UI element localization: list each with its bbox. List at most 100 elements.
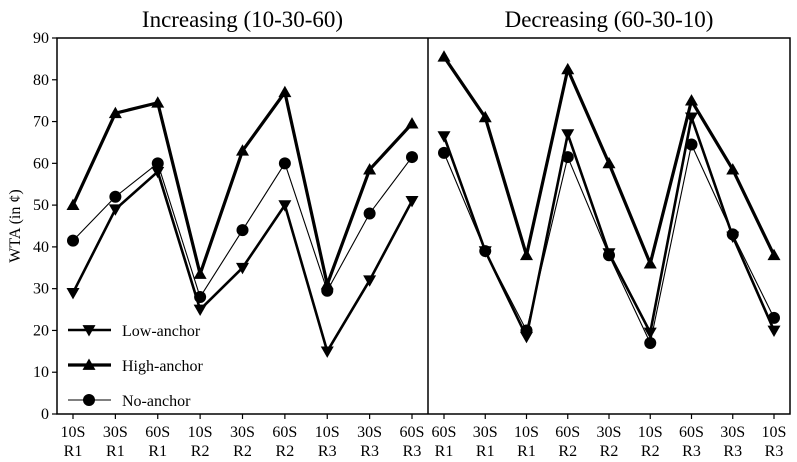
marker-triangle-down	[405, 196, 419, 208]
x-tick-label: 30S	[103, 424, 128, 441]
marker-triangle-down	[236, 262, 249, 275]
y-tick-label: 80	[33, 72, 49, 89]
x-tick-label: 10S	[514, 424, 539, 441]
marker-triangle-up	[278, 85, 292, 98]
y-tick-label: 60	[33, 155, 49, 172]
x-tick-label-round: R2	[641, 443, 660, 460]
marker-triangle-down	[478, 246, 492, 258]
x-tick-label: 10S	[188, 424, 213, 441]
marker-triangle-up	[685, 94, 698, 106]
marker-circle	[406, 151, 418, 164]
marker-triangle-up	[363, 163, 377, 175]
x-tick-label: 60S	[679, 424, 704, 441]
y-tick-label: 40	[33, 239, 49, 256]
x-tick-label-round: R1	[476, 443, 495, 460]
marker-circle	[685, 138, 698, 151]
marker-triangle-down	[82, 325, 96, 337]
marker-triangle-up	[561, 62, 575, 75]
x-tick-label-round: R2	[191, 443, 210, 460]
x-tick-label: 10S	[762, 424, 787, 441]
x-tick-label: 60S	[272, 424, 297, 441]
x-tick-label: 60S	[555, 424, 580, 441]
marker-triangle-up	[437, 50, 451, 62]
marker-triangle-down	[561, 129, 575, 141]
marker-triangle-up	[478, 110, 492, 123]
marker-triangle-down	[726, 231, 740, 243]
x-tick-label: 30S	[357, 424, 382, 441]
plot-layer: 0 10 20 30 40 50 60 70 80 90 Increasing (10-30-60)…	[33, 7, 791, 460]
y-tick-label: 20	[33, 322, 49, 339]
marker-triangle-up	[405, 117, 419, 129]
x-tick-label: 10S	[61, 424, 86, 441]
legend-label: High-anchor	[122, 358, 204, 375]
marker-triangle-up	[320, 277, 334, 290]
marker-circle	[438, 146, 450, 159]
marker-circle	[83, 394, 95, 406]
x-tick-label-round: R2	[600, 443, 619, 460]
marker-triangle-down	[66, 287, 80, 300]
marker-triangle-up	[602, 156, 616, 169]
x-tick-label-round: R2	[558, 443, 577, 460]
marker-triangle-down	[363, 275, 377, 287]
y-tick-label: 0	[41, 406, 49, 423]
marker-triangle-down	[767, 325, 781, 337]
y-tick-label: 30	[33, 281, 49, 298]
marker-circle	[67, 234, 79, 247]
marker-triangle-up	[726, 163, 740, 175]
plot-frame	[56, 37, 791, 415]
y-tick-label: 50	[33, 197, 49, 214]
series-line-no-anchor	[443, 143, 775, 344]
x-tick-label-round: R3	[403, 443, 422, 460]
legend: Low-anchor High-anchor No-anchor	[68, 323, 204, 410]
x-tick-label-round: R3	[318, 443, 337, 460]
x-tick-label-round: R1	[148, 443, 167, 460]
x-tick-label: 30S	[230, 424, 255, 441]
legend-label: Low-anchor	[122, 323, 201, 340]
marker-triangle-up	[767, 248, 781, 261]
marker-circle	[236, 224, 249, 237]
y-axis-label: WTA (in ¢)	[7, 189, 24, 262]
marker-triangle-down	[151, 166, 165, 179]
x-tick-label: 60S	[400, 424, 425, 441]
marker-triangle-down	[320, 346, 334, 358]
marker-triangle-up	[151, 96, 165, 108]
legend-label: No-anchor	[122, 393, 191, 410]
marker-circle	[278, 157, 291, 170]
marker-triangle-down	[520, 331, 533, 344]
marker-triangle-up	[193, 267, 207, 279]
marker-circle	[363, 207, 376, 220]
y-tick-label: 70	[33, 114, 49, 131]
marker-circle	[644, 336, 657, 349]
x-tick-label-round: R3	[360, 443, 379, 460]
panel-title: Decreasing (60-30-10)	[505, 7, 714, 32]
marker-triangle-up	[82, 358, 96, 370]
x-tick-label-round: R1	[517, 443, 536, 460]
x-tick-label-round: R1	[435, 443, 454, 460]
marker-circle	[151, 157, 164, 170]
panel-title: Increasing (10-30-60)	[142, 7, 343, 32]
marker-triangle-down	[278, 200, 292, 212]
marker-triangle-up	[520, 248, 533, 261]
x-tick-label: 30S	[720, 424, 745, 441]
x-tick-label-round: R1	[106, 443, 125, 460]
y-tick-label: 90	[33, 30, 49, 47]
x-tick-label-round: R2	[233, 443, 252, 460]
marker-triangle-up	[236, 144, 249, 156]
y-tick-label: 10	[33, 364, 49, 381]
marker-triangle-up	[108, 106, 122, 119]
x-tick-label-round: R3	[723, 443, 742, 460]
x-tick-label: 30S	[473, 424, 498, 441]
marker-triangle-down	[643, 327, 657, 340]
marker-triangle-up	[66, 198, 80, 210]
x-tick-label: 10S	[315, 424, 340, 441]
x-tick-label-round: R3	[682, 443, 701, 460]
x-tick-label-round: R1	[64, 443, 83, 460]
series-line-high-anchor	[71, 90, 414, 287]
marker-triangle-down	[602, 248, 616, 260]
marker-triangle-down	[193, 304, 207, 317]
marker-circle	[109, 190, 122, 203]
x-tick-label: 10S	[638, 424, 663, 441]
x-tick-label: 30S	[597, 424, 622, 441]
x-tick-label-round: R3	[765, 443, 784, 460]
